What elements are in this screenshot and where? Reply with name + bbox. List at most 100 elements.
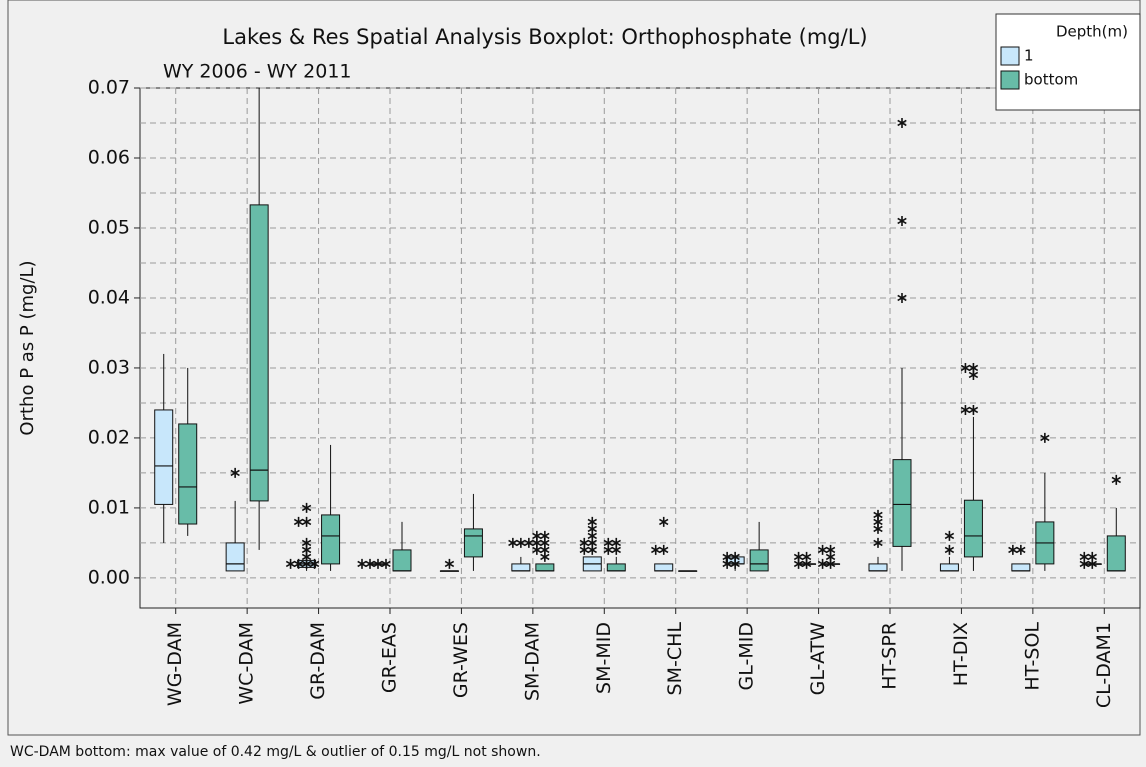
legend-label: bottom <box>1024 71 1078 89</box>
outlier <box>1008 544 1018 555</box>
outlier <box>730 551 740 562</box>
outlier <box>603 537 613 548</box>
outlier <box>897 117 907 128</box>
y-tick-label: 0.00 <box>88 566 130 588</box>
legend-title: Depth(m) <box>1056 23 1128 41</box>
outlier <box>659 544 669 555</box>
legend-label: 1 <box>1024 47 1034 65</box>
outlier <box>793 551 804 562</box>
box <box>463 528 483 558</box>
outlier <box>722 551 732 562</box>
outlier <box>532 530 542 541</box>
x-tick-label: GL-ATW <box>807 622 829 696</box>
x-tick-label: WC-DAM <box>236 622 258 705</box>
x-tick-label: CL-DAM1 <box>1093 622 1115 708</box>
outlier <box>373 558 383 569</box>
outlier <box>968 404 979 415</box>
outlier <box>285 558 296 569</box>
box <box>1011 563 1031 572</box>
outlier <box>301 502 312 513</box>
box <box>892 459 912 547</box>
outlier <box>968 362 979 373</box>
outlier <box>944 544 955 555</box>
outlier <box>897 292 907 303</box>
outlier <box>524 537 534 548</box>
y-axis-label: Ortho P as P (mg/L) <box>17 260 38 435</box>
x-tick-label: GR-EAS <box>379 622 401 693</box>
outlier <box>801 551 812 562</box>
outlier <box>1087 551 1097 562</box>
chart-subtitle: WY 2006 - WY 2011 <box>163 61 352 83</box>
outlier <box>897 215 907 226</box>
axes: 0.00 0.01 0.02 0.03 0.04 0.05 0.06 0.07 WG-DAM WC… <box>88 77 1115 709</box>
box <box>606 563 626 572</box>
box <box>868 563 888 572</box>
outlier <box>516 537 526 548</box>
box <box>178 423 198 525</box>
box <box>749 549 769 572</box>
x-tick-label: HT-SOL <box>1021 622 1043 691</box>
legend: Depth(m) 1 bottom <box>995 13 1141 111</box>
outlier <box>873 509 883 520</box>
boxes <box>154 88 1126 572</box>
x-tick-label: SM-CHL <box>664 622 686 696</box>
outlier <box>825 544 836 555</box>
outlier <box>611 537 621 548</box>
box <box>154 409 174 505</box>
box <box>511 563 531 572</box>
box <box>654 563 674 572</box>
outlier <box>540 530 550 541</box>
y-tick-label: 0.04 <box>88 286 130 308</box>
legend-swatch <box>1000 46 1020 66</box>
x-tick-label: HT-DIX <box>950 622 972 686</box>
x-tick-label: SM-DAM <box>521 622 543 701</box>
y-tick-label: 0.01 <box>88 496 130 518</box>
box <box>225 542 245 572</box>
box <box>321 514 341 565</box>
y-tick-label: 0.03 <box>88 356 130 378</box>
outlier <box>960 362 971 373</box>
outlier <box>444 558 455 569</box>
x-tick-label: SM-MID <box>593 622 615 694</box>
x-tick-label: GL-MID <box>736 622 758 690</box>
outlier <box>944 530 955 541</box>
outlier <box>293 558 304 569</box>
box <box>939 563 959 572</box>
box <box>963 499 983 558</box>
outlier <box>301 516 312 527</box>
outlier <box>301 537 312 548</box>
outlier <box>960 404 971 415</box>
outlier <box>1016 544 1026 555</box>
y-tick-label: 0.06 <box>88 146 130 168</box>
outlier <box>1079 551 1089 562</box>
outlier <box>817 558 828 569</box>
x-tick-label: WG-DAM <box>164 622 186 706</box>
legend-swatch <box>1000 70 1020 90</box>
outlier <box>357 558 367 569</box>
legend-box <box>995 13 1141 111</box>
outlier <box>508 537 518 548</box>
outlier <box>659 516 669 527</box>
y-tick-label: 0.02 <box>88 426 130 448</box>
outlier <box>365 558 375 569</box>
y-tick-label: 0.07 <box>88 77 130 99</box>
outlier <box>651 544 661 555</box>
outlier <box>381 558 391 569</box>
x-tick-label: GR-WES <box>450 622 472 698</box>
x-tick-label: HT-SPR <box>879 622 901 690</box>
outlier <box>873 537 883 548</box>
y-tick-label: 0.05 <box>88 216 130 238</box>
box <box>392 549 412 572</box>
chart-title: Lakes & Res Spatial Analysis Boxplot: Or… <box>222 25 867 49</box>
outlier <box>230 467 240 478</box>
outlier <box>579 537 589 548</box>
box <box>535 563 555 572</box>
footnote: WC-DAM bottom: max value of 0.42 mg/L & … <box>10 744 541 760</box>
box <box>1106 535 1126 572</box>
outlier <box>293 516 304 527</box>
box <box>249 204 269 502</box>
outlier <box>309 558 320 569</box>
plot-area <box>139 87 1141 609</box>
outlier <box>1040 432 1050 443</box>
